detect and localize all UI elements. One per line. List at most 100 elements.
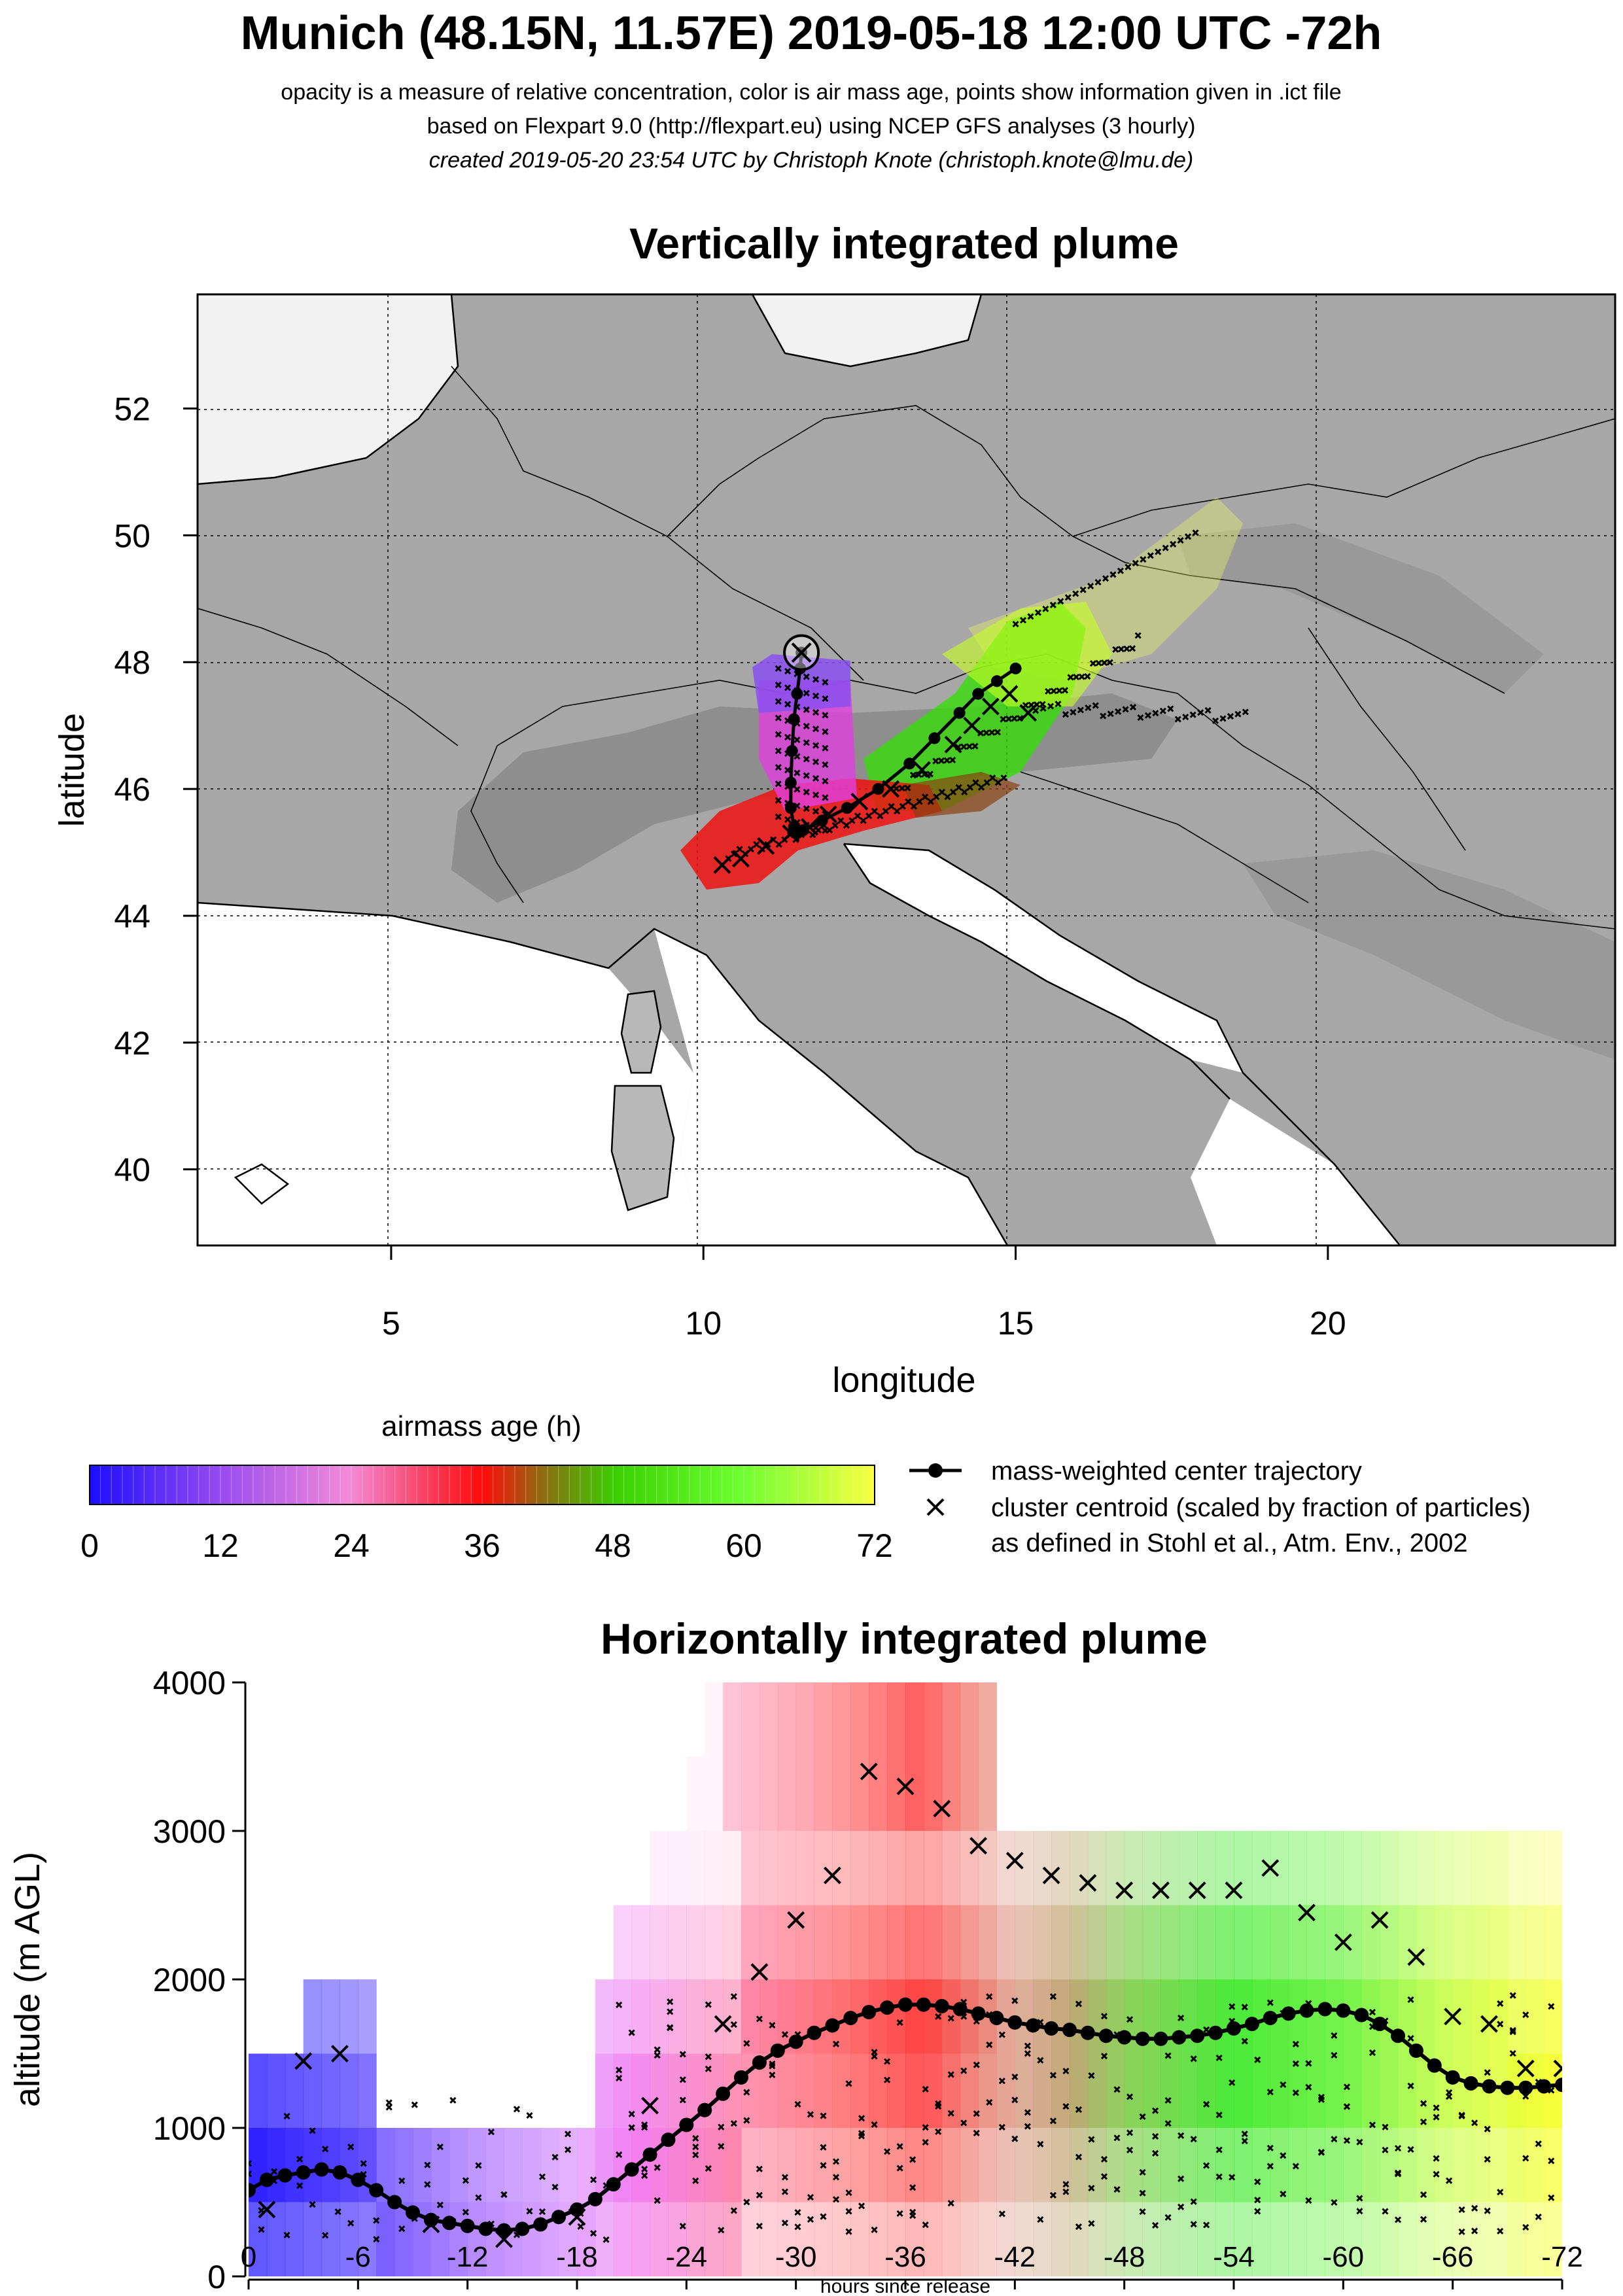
plume-cell [1398, 2202, 1417, 2276]
plume-center-point [788, 2034, 803, 2049]
map-cluster-centroid [1000, 685, 1019, 703]
map-ict-point [904, 784, 911, 791]
plume-cell [941, 1979, 961, 2054]
map-ict-point [1107, 710, 1114, 718]
plume-ict-point [1203, 2026, 1210, 2033]
map-ict-point [1117, 567, 1124, 574]
plume-ict-point [1229, 2003, 1236, 2010]
map-ict-point [1005, 715, 1013, 723]
plume-cell [1544, 2128, 1562, 2202]
map-ict-point [1122, 706, 1129, 713]
plume-center-point [752, 2055, 767, 2070]
plume-ict-point [628, 2110, 635, 2117]
plume-ict-point [986, 2041, 993, 2049]
plume-cell [923, 1831, 943, 1905]
map-ict-point [1094, 579, 1102, 586]
map-ict-point [1049, 601, 1056, 609]
plume-center-point [1537, 2079, 1552, 2094]
plume-ict-point [436, 2144, 444, 2151]
plume-cluster-centroid [1370, 1911, 1389, 1929]
plume-center-point [1062, 2023, 1077, 2038]
plume-cell [1070, 1905, 1089, 1979]
plume-cell [723, 1756, 742, 1831]
plume-cell [1142, 2128, 1161, 2202]
map-ict-point [988, 729, 996, 736]
plume-cell [504, 2128, 523, 2202]
plume-cell [1361, 2202, 1380, 2276]
map-ict-point [1064, 594, 1072, 601]
plume-ict-point [270, 2168, 278, 2175]
plume-cell [1489, 1979, 1508, 2054]
plume-center-point [533, 2217, 548, 2232]
plume-ict-point [1203, 2100, 1210, 2108]
plume-center-point [916, 1997, 931, 2012]
map-center-point [784, 776, 797, 789]
plume-x-tick-label: -72 [1541, 2241, 1583, 2273]
plume-ict-point [1497, 2189, 1504, 2196]
map-x-tick-label: 20 [1310, 1305, 1346, 1342]
plume-ict-point [654, 2046, 661, 2053]
plume-ict-point [832, 2196, 840, 2203]
map-ict-point [1062, 711, 1069, 718]
plume-ict-point [475, 2194, 482, 2201]
plume-cell [1544, 2202, 1562, 2276]
plume-center-point [843, 2011, 858, 2026]
plume-ict-point [1497, 2000, 1504, 2007]
map-ict-point [1087, 582, 1094, 589]
plume-ict-point [884, 2076, 891, 2083]
plume-center-point [551, 2210, 567, 2225]
plume-ict-point [832, 2158, 840, 2165]
plume-ict-point [1497, 2021, 1504, 2028]
plume-cell [1434, 1905, 1454, 1979]
map-ict-point [1112, 646, 1119, 653]
plume-ict-point [1471, 2119, 1478, 2127]
plume-cell [303, 2202, 323, 2276]
plume-cell [759, 1756, 778, 1831]
plume-ict-point [730, 2207, 737, 2214]
plume-ict-point [973, 2061, 980, 2068]
plume-cell [869, 2053, 888, 2128]
plume-cell [905, 2053, 924, 2128]
plume-cell [1270, 2053, 1289, 2128]
map-ict-point [1102, 575, 1109, 582]
plume-ict-point [1113, 2086, 1121, 2093]
plume-cluster-centroid [1152, 1881, 1170, 1900]
map-ict-point [1125, 563, 1132, 570]
plume-cell [1398, 2128, 1417, 2202]
plume-ict-point [1178, 2014, 1185, 2022]
plume-cell [686, 1756, 705, 1831]
plume-ict-point [743, 2040, 750, 2047]
plume-center-point [1555, 2078, 1562, 2093]
plume-ict-point [1178, 2132, 1185, 2139]
map-ict-point [1115, 708, 1122, 715]
plume-ict-point [538, 2208, 546, 2216]
map-cluster-centroid [913, 761, 931, 779]
plume-ict-point [424, 2161, 431, 2168]
plume-cell [850, 2202, 869, 2276]
plume-ict-point [322, 2146, 329, 2153]
plume-ict-point [564, 2146, 572, 2153]
plume-cell [1416, 1905, 1435, 1979]
plume-ict-point [1292, 2089, 1299, 2096]
plume-ict-point [858, 2130, 865, 2137]
plume-cell [340, 2202, 358, 2276]
map-center-point [903, 757, 916, 770]
plume-ict-point [1471, 2227, 1478, 2235]
plume-cell [832, 1831, 851, 1905]
plume-cell [1288, 2202, 1308, 2276]
plume-center-point [1153, 2031, 1168, 2046]
plume-ict-point [1190, 2136, 1197, 2143]
plume-cell [1398, 1831, 1417, 1905]
plume-cell [795, 1831, 815, 1905]
map-ict-point [784, 701, 792, 708]
plume-y-tick-label: 3000 [153, 1813, 226, 1850]
map-ict-point [753, 841, 760, 848]
plume-center-point [952, 2002, 968, 2017]
plume-ict-point [1382, 2123, 1389, 2131]
plume-ict-point [602, 2236, 610, 2243]
plume-cell [430, 2128, 450, 2202]
plume-ict-point [1037, 2140, 1044, 2148]
map-ict-point [803, 772, 810, 779]
plume-ict-point [577, 2223, 584, 2230]
plume-cluster-centroid [1334, 1933, 1352, 1951]
